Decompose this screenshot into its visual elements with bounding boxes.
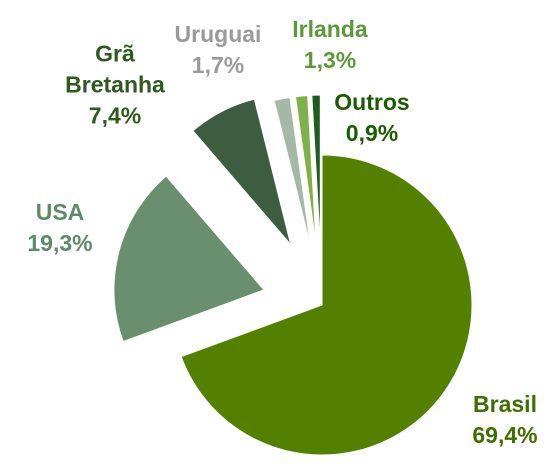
slice-label: Outros 0,9% [317, 87, 427, 149]
pie-slice [273, 96, 312, 247]
value-label: 0,9% [345, 120, 399, 146]
pie-slice [294, 94, 317, 246]
value-label: 1,7% [191, 52, 245, 78]
pie-slice [180, 154, 473, 456]
slice-label: Grã Bretanha 7,4% [60, 39, 170, 132]
category-label: Irlanda [292, 16, 368, 42]
slice-label: Irlanda 1,3% [275, 14, 385, 76]
category-label: Uruguai [174, 21, 262, 47]
pie-slice [113, 175, 265, 343]
pie-slice [192, 98, 292, 245]
slice-label: USA 19,3% [10, 197, 110, 259]
pie-slice [311, 94, 321, 246]
category-label: Grã Bretanha [65, 40, 165, 98]
category-label: Outros [334, 89, 410, 115]
value-label: 19,3% [27, 230, 93, 256]
category-label: USA [35, 199, 85, 225]
value-label: 1,3% [303, 47, 357, 73]
value-label: 69,4% [472, 422, 538, 448]
category-label: Brasil [473, 391, 537, 417]
slice-label: Uruguai 1,7% [158, 19, 278, 81]
slice-label: Brasil 69,4% [455, 389, 552, 451]
value-label: 7,4% [88, 102, 142, 129]
